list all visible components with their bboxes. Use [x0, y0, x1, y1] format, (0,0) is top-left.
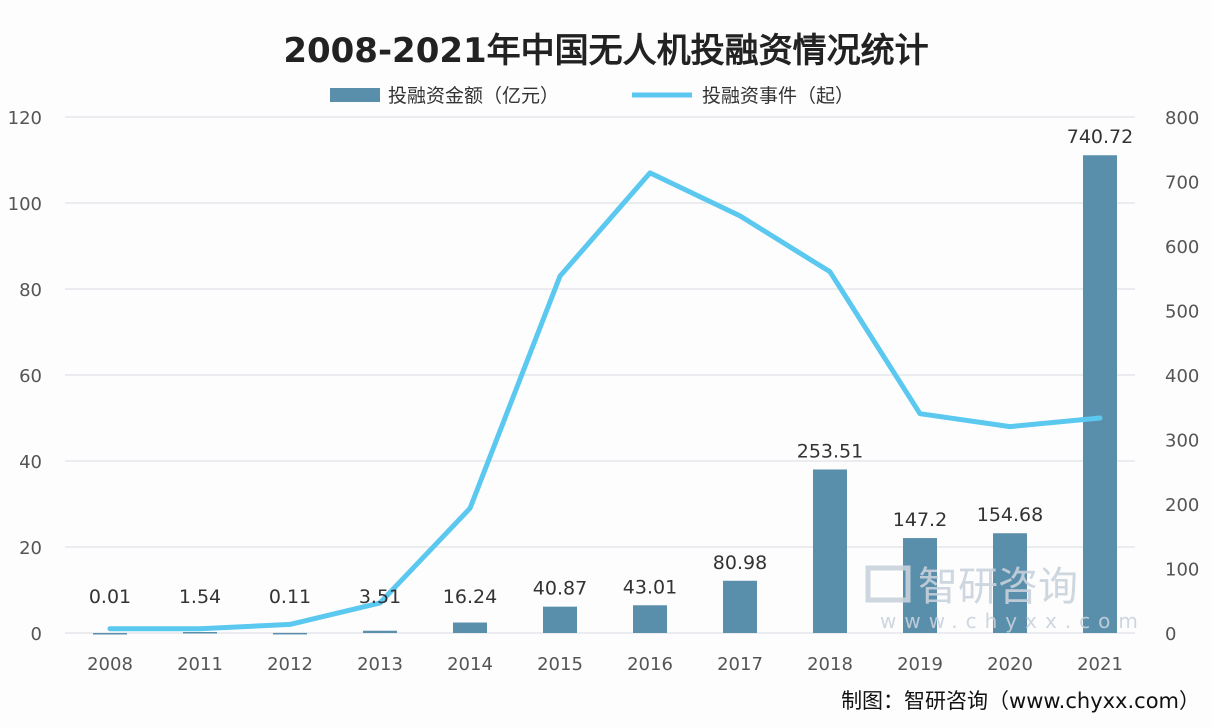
x-tick-label: 2014 — [447, 654, 493, 675]
y-right-tick-label: 200 — [1165, 495, 1199, 516]
bar-data-label: 16.24 — [443, 586, 497, 608]
watermark-logo-icon — [865, 565, 911, 603]
bar — [543, 606, 577, 633]
y-left-tick-label: 120 — [8, 108, 42, 129]
legend-label-line: 投融资事件（起） — [702, 85, 854, 107]
bar — [723, 580, 757, 633]
y-right-tick-label: 500 — [1165, 302, 1199, 323]
x-tick-label: 2021 — [1077, 654, 1123, 675]
watermark-url: www.chyxx.com — [880, 609, 1146, 633]
bar — [633, 605, 667, 633]
y-right-tick-label: 300 — [1165, 431, 1199, 452]
bar — [453, 622, 487, 633]
x-tick-label: 2015 — [537, 654, 583, 675]
y-right-tick-label: 400 — [1165, 366, 1199, 387]
x-tick-label: 2011 — [177, 654, 223, 675]
line-series — [107, 170, 1103, 632]
legend-swatch-bar — [330, 88, 380, 102]
x-tick-label: 2019 — [897, 654, 943, 675]
bar — [183, 632, 217, 634]
x-tick-label: 2013 — [357, 654, 403, 675]
bar-data-label: 40.87 — [533, 578, 587, 600]
legend-label-bar: 投融资金额（亿元） — [388, 85, 559, 107]
bar-data-label: 43.01 — [623, 576, 677, 598]
x-tick-label: 2012 — [267, 654, 313, 675]
x-tick-label: 2016 — [627, 654, 673, 675]
bar-data-label: 0.01 — [89, 586, 131, 608]
chart-title: 2008-2021年中国无人机投融资情况统计 — [283, 31, 928, 71]
bar-data-label: 147.2 — [893, 509, 947, 531]
watermark-text: 智研咨询 — [918, 564, 1078, 610]
y-left-tick-label: 60 — [19, 366, 42, 387]
y-left-tick-label: 80 — [19, 280, 42, 301]
x-tick-label: 2008 — [87, 654, 133, 675]
y-right-tick-label: 600 — [1165, 237, 1199, 258]
watermark: 智研咨询 www.chyxx.com — [865, 564, 1146, 633]
bar-data-label: 0.11 — [269, 586, 311, 608]
x-tick-label: 2018 — [807, 654, 853, 675]
y-left-tick-label: 100 — [8, 194, 42, 215]
bar — [93, 632, 127, 635]
y-left-tick-label: 40 — [19, 452, 42, 473]
bar — [993, 533, 1027, 633]
x-tick-label: 2017 — [717, 654, 763, 675]
legend: 投融资金额（亿元） 投融资事件（起） — [330, 85, 854, 107]
bar — [1083, 155, 1117, 633]
bar — [363, 630, 397, 633]
bar-data-label: 154.68 — [977, 504, 1043, 526]
y-right-tick-label: 0 — [1165, 624, 1176, 645]
y-right-tick-label: 800 — [1165, 108, 1199, 129]
bar — [273, 632, 307, 635]
bar-data-label: 3.51 — [359, 586, 401, 608]
y-right-tick-label: 700 — [1165, 173, 1199, 194]
y-left-tick-label: 0 — [31, 624, 42, 645]
bar-data-label: 253.51 — [797, 440, 863, 462]
source-note: 制图：智研咨询（www.chyxx.com） — [841, 689, 1200, 713]
bar-data-label: 1.54 — [179, 586, 221, 608]
bar-data-label: 80.98 — [713, 552, 767, 574]
bar — [813, 469, 847, 633]
bar-data-label: 740.72 — [1067, 126, 1133, 148]
y-left-tick-label: 20 — [19, 538, 42, 559]
x-tick-label: 2020 — [987, 654, 1033, 675]
y-right-tick-label: 100 — [1165, 560, 1199, 581]
